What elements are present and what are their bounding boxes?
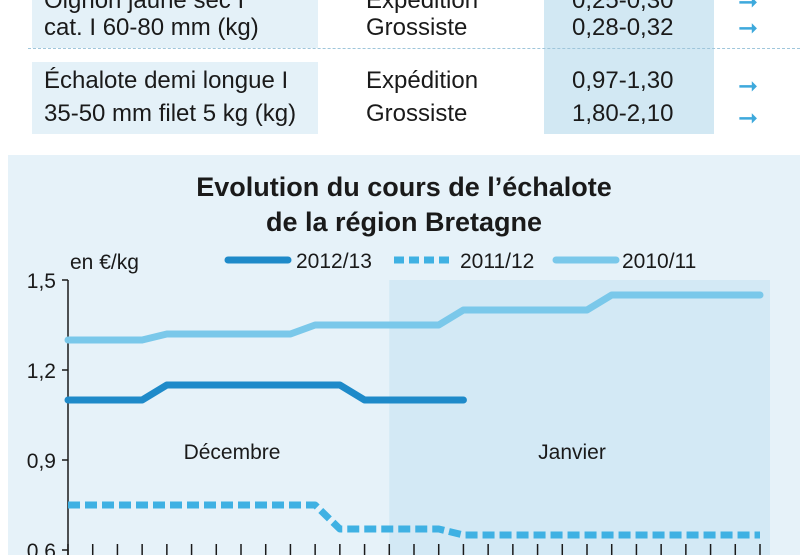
right-arrow-icon: ➞ — [738, 15, 759, 42]
legend-label-2010-11: 2010/11 — [622, 250, 696, 273]
price-value: 0,28-0,32 — [572, 14, 674, 41]
chart-title: Evolution du cours de l’échalote — [196, 172, 612, 202]
product-label: cat. I 60-80 mm (kg) — [44, 14, 259, 41]
product-label: 35-50 mm filet 5 kg (kg) — [44, 100, 297, 127]
y-tick-label: 1,2 — [27, 360, 56, 383]
price-value: 1,80-2,10 — [572, 100, 674, 127]
product-cell-bg-onion — [32, 0, 318, 48]
price-value: 0,97-1,30 — [572, 67, 674, 94]
y-tick-label: 1,5 — [27, 270, 56, 293]
product-cell-bg-shallot — [32, 62, 318, 134]
stage-label: Grossiste — [366, 14, 468, 41]
price-table: Oignon jaune sec I cat. I 60-80 mm (kg) … — [0, 0, 800, 140]
right-arrow-icon: ➞ — [738, 0, 759, 16]
legend-label-2012-13: 2012/13 — [296, 250, 372, 273]
stage-label: Expédition — [366, 0, 479, 14]
legend-label-2011-12: 2011/12 — [460, 250, 534, 273]
right-arrow-icon: ➞ — [738, 73, 759, 100]
stage-label: Expédition — [366, 67, 479, 94]
price-chart: Evolution du cours de l’échalote de la r… — [27, 172, 770, 560]
row-separator — [28, 48, 800, 50]
product-label: Échalote demi longue I — [44, 67, 289, 94]
y-tick-label: 0,6 — [27, 540, 56, 555]
stage-label: Grossiste — [366, 100, 468, 127]
series-line-2011-12 — [68, 501, 760, 539]
series-line-2012-13 — [64, 381, 467, 404]
price-column-bg — [544, 0, 714, 134]
series-line-2010-11 — [64, 291, 764, 344]
product-label: Oignon jaune sec I — [44, 0, 245, 14]
chart-subtitle: de la région Bretagne — [266, 207, 542, 237]
y-tick-label: 0,9 — [27, 450, 56, 473]
janvier-band — [389, 280, 770, 555]
price-value: 0,25-0,30 — [572, 0, 674, 14]
right-arrow-icon: ➞ — [738, 105, 759, 132]
chart-panel: Evolution du cours de l’échalote de la r… — [8, 155, 800, 560]
period-label-decembre: Décembre — [184, 441, 281, 464]
period-label-janvier: Janvier — [538, 441, 606, 464]
y-axis-label: en €/kg — [70, 251, 139, 274]
